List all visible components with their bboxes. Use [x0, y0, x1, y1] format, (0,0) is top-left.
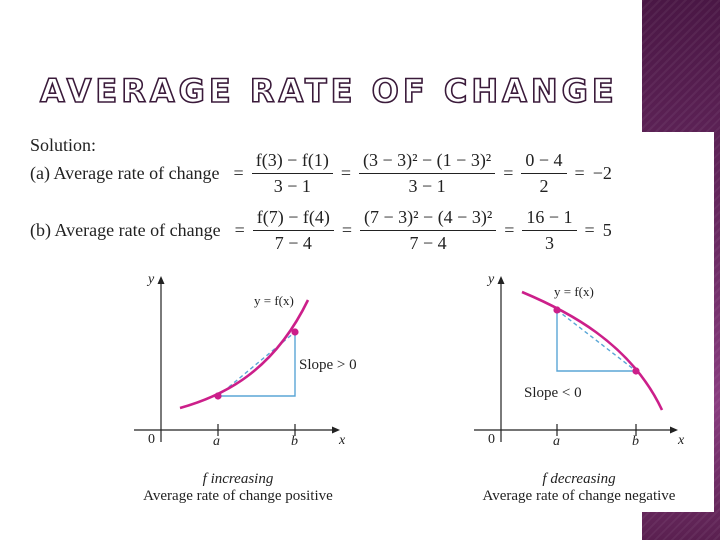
fraction-a2: (3 − 3)² − (1 − 3)² 3 − 1 [358, 150, 496, 196]
fraction-numerator: 16 − 1 [522, 207, 577, 231]
fraction-numerator: (3 − 3)² − (1 − 3)² [358, 150, 496, 174]
equals-sign: = [574, 162, 585, 183]
y-axis-arrow [497, 276, 505, 284]
equation-row-a: (a) Average rate of change = f(3) − f(1)… [30, 150, 612, 196]
axes [474, 276, 678, 442]
equals-sign: = [504, 219, 515, 240]
fraction-numerator: f(3) − f(1) [251, 150, 333, 174]
x-axis-label: x [677, 433, 685, 448]
content-panel [14, 132, 714, 512]
point-b-label: b [632, 434, 639, 449]
fraction-a1: f(3) − f(1) 3 − 1 [251, 150, 333, 196]
slope-triangle [218, 332, 296, 397]
point-a-dot [553, 306, 561, 314]
slope-label: Slope > 0 [299, 357, 357, 373]
fraction-b3: 16 − 1 3 [522, 207, 577, 253]
solution-label: Solution: [30, 135, 97, 155]
slope-label: Slope < 0 [524, 385, 582, 401]
caption-line-1: f decreasing [542, 471, 616, 487]
function-curve [179, 299, 310, 410]
slope-triangle [556, 310, 636, 372]
fraction-numerator: f(7) − f(4) [252, 207, 334, 231]
x-axis-label: x [338, 433, 346, 448]
fraction-a3: 0 − 4 2 [521, 150, 567, 196]
equals-sign: = [341, 219, 352, 240]
caption-line-1: f increasing [202, 471, 274, 487]
curve-label: y = f(x) [254, 293, 294, 308]
origin-label: 0 [488, 432, 495, 447]
fraction-denominator: 3 − 1 [273, 175, 311, 196]
y-axis-arrow [157, 276, 165, 284]
point-b-label: b [291, 434, 298, 449]
origin-label: 0 [148, 432, 155, 447]
point-a-label: a [213, 434, 220, 449]
fraction-denominator: 2 [539, 175, 549, 196]
fraction-denominator: 7 − 4 [409, 232, 447, 253]
caption-increasing: f increasing Average rate of change posi… [128, 471, 348, 505]
equation-row-b: (b) Average rate of change = f(7) − f(4)… [30, 207, 612, 253]
caption-line-2: Average rate of change negative [482, 488, 676, 504]
graph-decreasing: y x 0 a b y = f(x) Slope < 0 [474, 272, 685, 449]
y-axis-label: y [486, 272, 495, 287]
y-axis-label: y [146, 272, 155, 287]
equation-b-label: (b) Average rate of change [30, 219, 221, 240]
fraction-denominator: 3 [544, 232, 554, 253]
secant-line [217, 331, 296, 397]
fraction-denominator: 7 − 4 [274, 232, 312, 253]
fraction-numerator: (7 − 3)² − (4 − 3)² [360, 207, 497, 231]
secant-line [556, 309, 637, 372]
equals-sign: = [234, 219, 245, 240]
result-a: −2 [592, 162, 612, 183]
fraction-denominator: 3 − 1 [408, 175, 446, 196]
curve-label: y = f(x) [554, 284, 594, 299]
fraction-b1: f(7) − f(4) 7 − 4 [252, 207, 334, 253]
x-axis-arrow [332, 426, 340, 434]
equals-sign: = [503, 162, 514, 183]
equation-a-label: (a) Average rate of change [30, 162, 220, 183]
fraction-numerator: 0 − 4 [521, 150, 567, 174]
slide-title: AVERAGE RATE OF CHANGE [39, 71, 618, 111]
graph-increasing: y x 0 a b y = f(x) Slope > 0 [134, 272, 357, 449]
caption-decreasing: f decreasing Average rate of change nega… [466, 471, 692, 505]
point-a-label: a [553, 434, 560, 449]
axes [134, 276, 340, 442]
result-b: 5 [602, 219, 612, 240]
point-b-dot [291, 328, 299, 336]
point-b-dot [632, 367, 640, 375]
point-a-dot [214, 392, 222, 400]
caption-line-2: Average rate of change positive [143, 488, 333, 504]
equals-sign: = [584, 219, 595, 240]
fraction-b2: (7 − 3)² − (4 − 3)² 7 − 4 [360, 207, 497, 253]
x-axis-arrow [670, 426, 678, 434]
function-curve [521, 290, 664, 411]
equals-sign: = [233, 162, 244, 183]
equals-sign: = [340, 162, 351, 183]
